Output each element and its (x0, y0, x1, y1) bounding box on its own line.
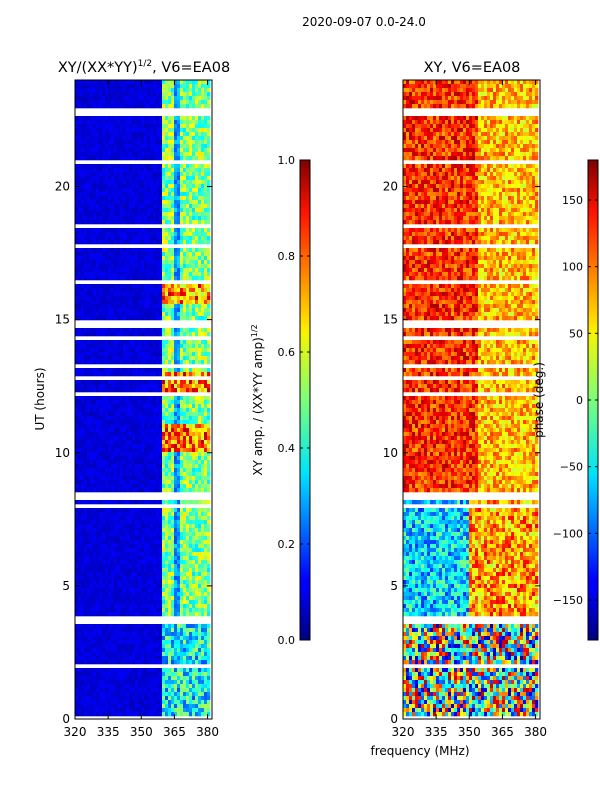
figure-suptitle: 2020-09-07 0.0-24.0 (302, 15, 426, 29)
y-tick-label: 20 (55, 180, 70, 194)
amplitude-ylabel: UT (hours) (33, 367, 47, 430)
colorbar-tick-label: −100 (553, 527, 583, 540)
y-tick-label: 5 (390, 579, 398, 593)
x-tick-label: 365 (491, 725, 514, 739)
colorbar-tick-label: −50 (560, 461, 583, 474)
colorbar-tick-label: 0.2 (278, 538, 296, 551)
y-tick-label: 15 (383, 313, 398, 327)
y-tick-label: 10 (383, 446, 398, 460)
amplitude-colorbar-gradient (300, 160, 310, 640)
y-tick-label: 15 (55, 313, 70, 327)
x-tick-label: 365 (163, 725, 186, 739)
colorbar-tick-label: 0.8 (278, 250, 296, 263)
y-tick-label: 0 (62, 712, 70, 726)
phase-colorbar-label: phase (deg.) (532, 362, 546, 438)
x-tick-label: 335 (425, 725, 448, 739)
y-tick-label: 5 (62, 579, 70, 593)
colorbar-tick-label: 0.0 (278, 634, 296, 647)
colorbar-tick-label: 0.6 (278, 346, 296, 359)
amplitude-colorbar: 0.0 0.2 0.4 0.6 0.8 1.0 XY amp. / (XX*YY amp)… (250, 154, 310, 647)
x-tick-label: 335 (97, 725, 120, 739)
amplitude-title: XY/(XX*YY)1/2, V6=EA08 (58, 59, 230, 76)
x-tick-label: 380 (524, 725, 547, 739)
x-tick-label: 320 (64, 725, 87, 739)
y-tick-label: 10 (55, 446, 70, 460)
x-tick-label: 320 (392, 725, 415, 739)
phase-colorbar: 150 100 50 0 −50 −100 −150 phase (deg.) (532, 160, 598, 640)
phase-heatmap (403, 80, 538, 716)
y-tick-label: 0 (390, 712, 398, 726)
phase-panel: XY, V6=EA08 320 335 350 365 380 0 5 10 15 20 (383, 60, 547, 739)
phase-title: XY, V6=EA08 (424, 60, 521, 76)
colorbar-tick-label: −150 (553, 594, 583, 607)
colorbar-tick-label: 50 (569, 327, 583, 340)
amplitude-heatmap (75, 80, 210, 716)
figure: 2020-09-07 0.0-24.0 XY/(XX*YY)1/2, V6=EA… (0, 0, 600, 800)
y-tick-label: 20 (383, 180, 398, 194)
x-tick-label: 380 (196, 725, 219, 739)
figure-xlabel: frequency (MHz) (370, 744, 469, 758)
amplitude-panel: XY/(XX*YY)1/2, V6=EA08 320 335 350 365 380 0 5… (33, 59, 230, 739)
amplitude-colorbar-label: XY amp. / (XX*YY amp)1/2 (250, 324, 265, 475)
colorbar-tick-label: 0.4 (278, 442, 296, 455)
x-tick-label: 350 (130, 725, 153, 739)
colorbar-tick-label: 1.0 (278, 154, 296, 167)
colorbar-tick-label: 100 (562, 261, 583, 274)
colorbar-tick-label: 0 (576, 394, 583, 407)
x-tick-label: 350 (458, 725, 481, 739)
colorbar-tick-label: 150 (562, 194, 583, 207)
